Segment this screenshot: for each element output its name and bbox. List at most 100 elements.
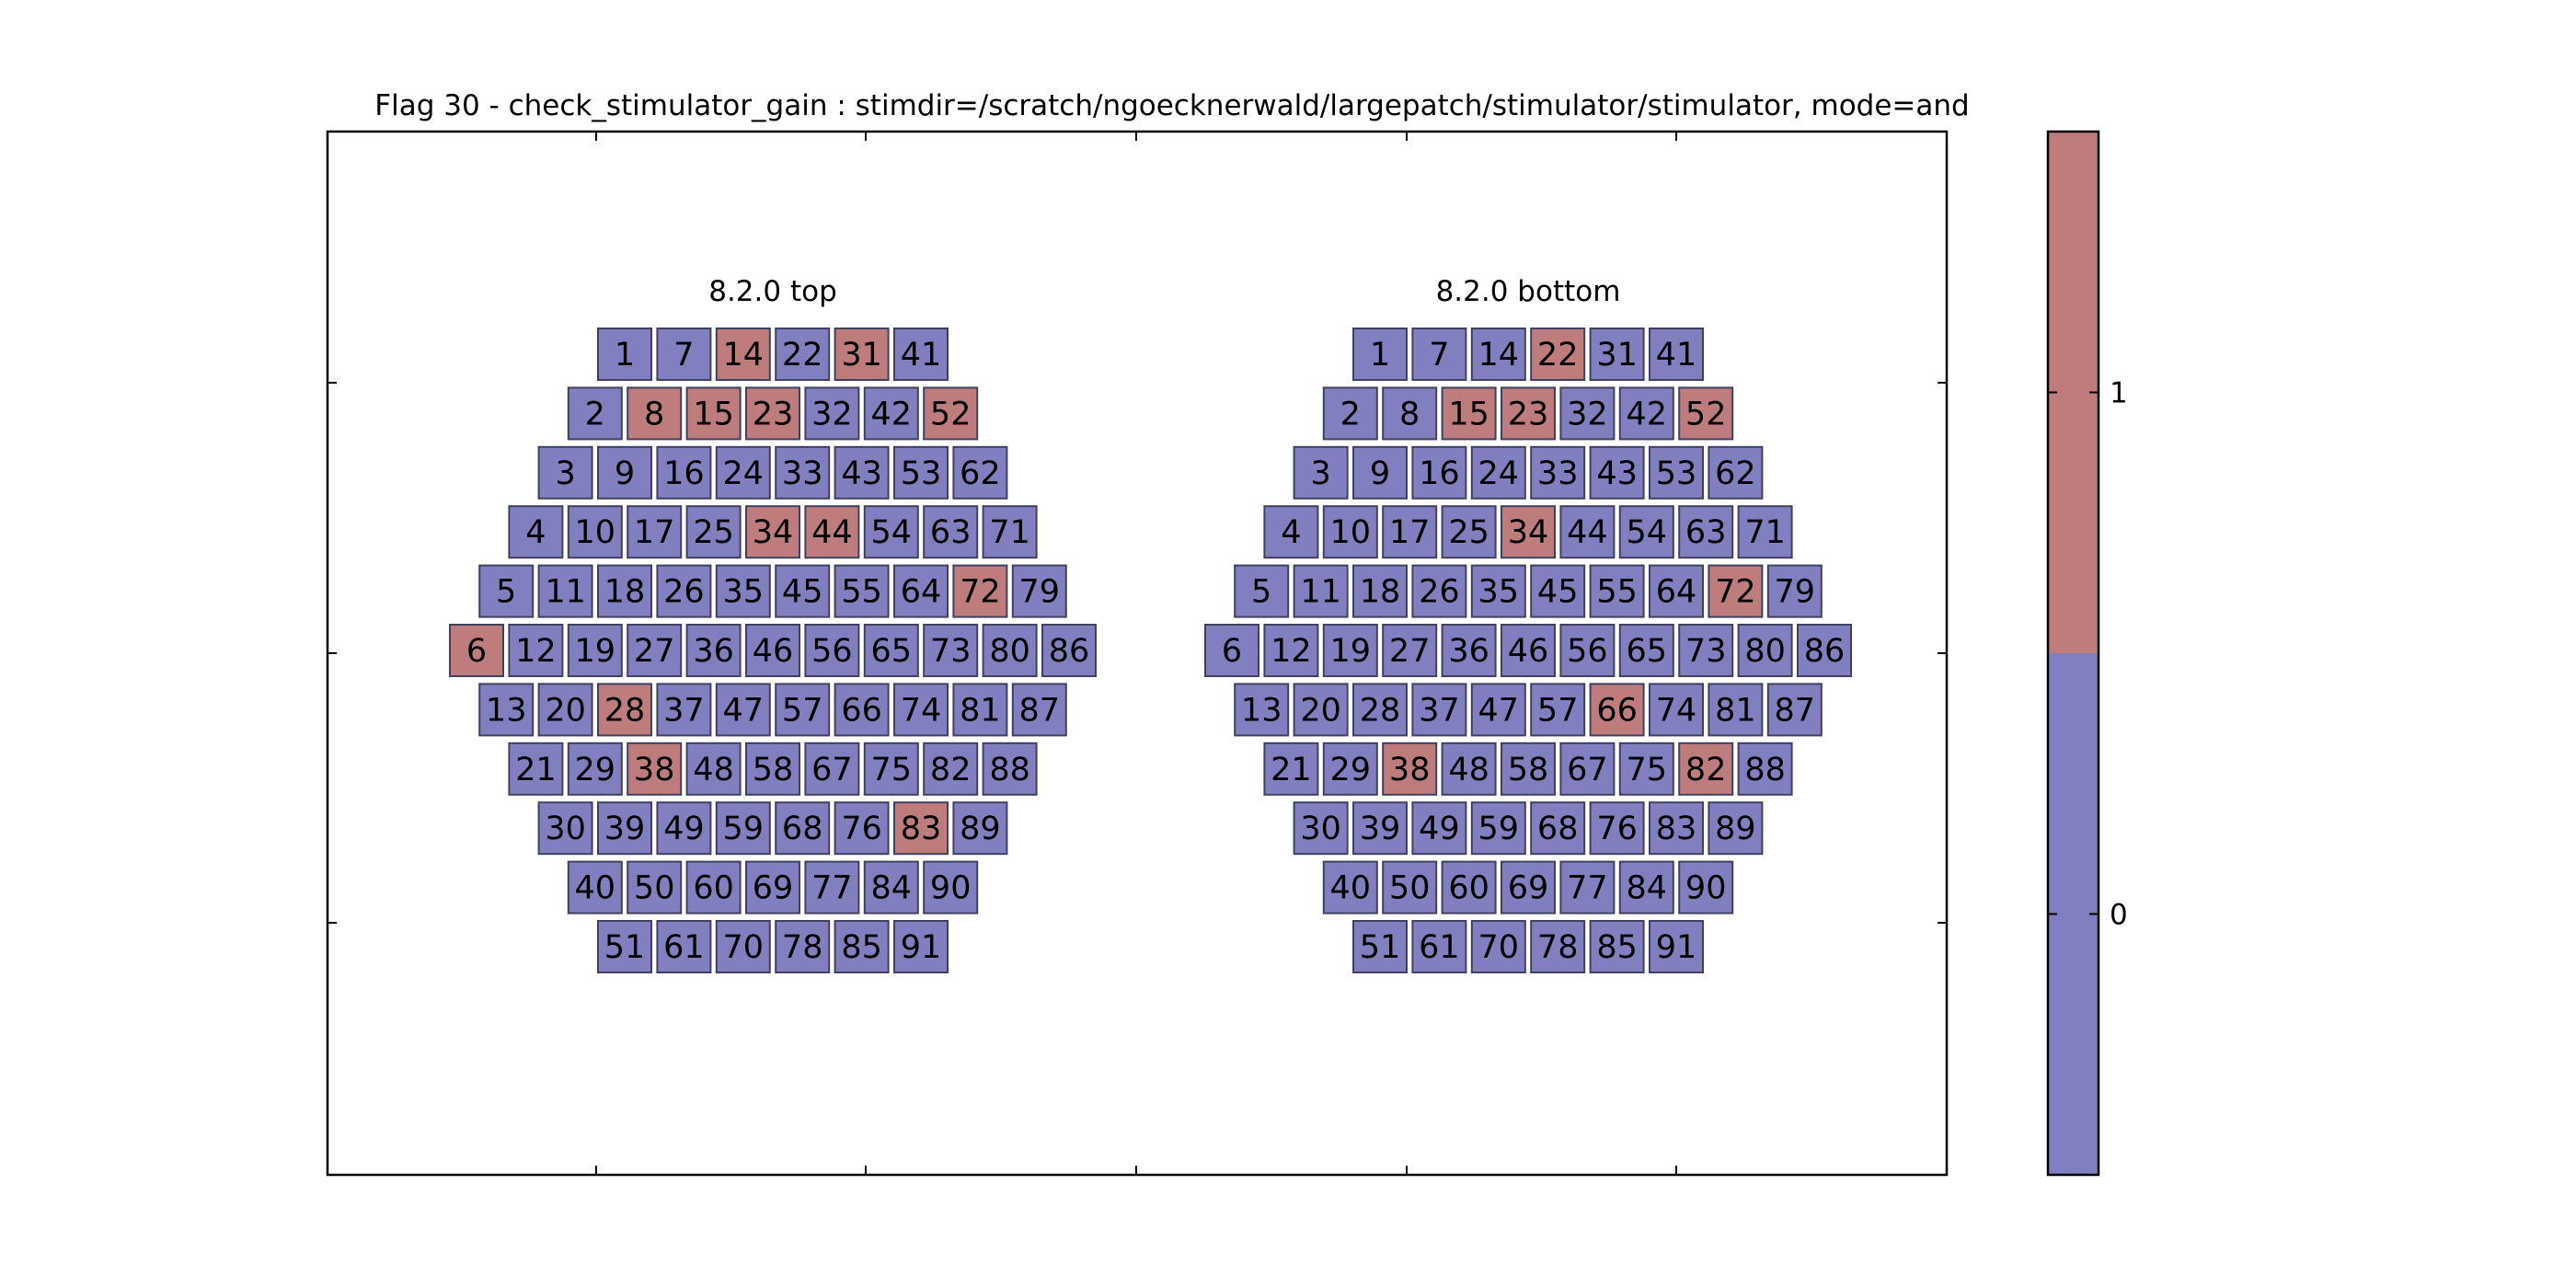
- pixel-label: 91: [1656, 929, 1697, 966]
- pixel-label: 20: [545, 692, 586, 729]
- pixel-cell: [715, 564, 771, 618]
- pixel-cell: [1293, 445, 1349, 500]
- pixel-label: 52: [930, 396, 972, 432]
- pixel-label: 6: [1222, 633, 1242, 670]
- pixel-label: 28: [604, 692, 646, 729]
- pixel-cell: [656, 445, 712, 500]
- pixel-label: 59: [723, 811, 765, 847]
- pixel-label: 33: [782, 455, 823, 492]
- pixel-cell: [597, 328, 652, 381]
- pixel-cell: [1411, 445, 1467, 500]
- pixel-cell: [1441, 505, 1497, 559]
- pixel-cell: [1589, 920, 1645, 973]
- pixel-cell: [1470, 920, 1526, 973]
- pixel-label: 25: [693, 514, 734, 551]
- pixel-cell: [804, 505, 860, 559]
- pixel-label: 71: [989, 514, 1030, 551]
- pixel-label: 40: [1330, 870, 1372, 907]
- pixel-label: 61: [1419, 929, 1460, 966]
- pixel-cell: [834, 328, 890, 381]
- frame-ticks: [328, 132, 1947, 1175]
- pixel-label: 83: [901, 811, 942, 847]
- pixel-cell: [1678, 386, 1734, 441]
- pixel-label: 21: [515, 752, 557, 788]
- pixel-label: 80: [1744, 633, 1786, 670]
- pixel-label: 14: [723, 337, 765, 374]
- pixel-label: 72: [960, 574, 1001, 611]
- pixel-label: 24: [723, 455, 765, 492]
- pixel-cell: [685, 860, 742, 914]
- pixel-label: 37: [663, 692, 705, 729]
- pixel-cell: [1441, 386, 1497, 441]
- pixel-cell: [775, 683, 831, 737]
- pixel-cell: [597, 445, 652, 500]
- pixel-label: 30: [1300, 811, 1341, 847]
- pixel-cell: [1263, 505, 1319, 559]
- pixel-cell: [1352, 445, 1408, 500]
- pixel-label: 30: [545, 811, 586, 847]
- pixel-cell: [567, 860, 623, 914]
- pixel-cell: [1501, 386, 1556, 441]
- pixel-cell: [567, 624, 623, 677]
- pixel-label: 51: [1360, 929, 1401, 966]
- pixel-cell: [834, 801, 890, 856]
- pixel-cell: [1501, 742, 1556, 796]
- pixel-cell: [1708, 801, 1764, 856]
- colorbar: 01: [2046, 130, 2128, 1177]
- pixel-label: 32: [1567, 396, 1608, 432]
- pixel-cell: [1470, 801, 1526, 856]
- pixel-cell: [1678, 742, 1734, 796]
- pixel-label: 81: [1715, 692, 1756, 729]
- pixel-label: 85: [1596, 929, 1638, 966]
- pixel-label: 66: [1596, 692, 1638, 729]
- pixel-label: 1: [1370, 337, 1390, 374]
- pixel-cell: [1322, 860, 1378, 914]
- pixel-cell: [863, 505, 919, 559]
- pixel-label: 66: [841, 692, 882, 729]
- pixel-cell: [1382, 860, 1438, 914]
- pixel-cell: [597, 920, 652, 973]
- pixel-label: 80: [989, 633, 1030, 670]
- pixel-cell: [1649, 920, 1704, 973]
- pixel-label: 62: [1715, 455, 1756, 492]
- pixel-label: 43: [841, 455, 882, 492]
- pixel-label: 60: [693, 870, 734, 907]
- pixel-cell: [1530, 920, 1586, 973]
- pixel-cell: [1589, 801, 1645, 856]
- colorbar-tick-label: 1: [2110, 377, 2128, 410]
- pixel-cell: [1352, 683, 1408, 737]
- pixel-cell: [1411, 801, 1467, 856]
- pixel-cell: [567, 505, 623, 559]
- pixel-cell: [1263, 624, 1319, 677]
- pixel-cell: [627, 860, 683, 914]
- pixel-cell: [804, 742, 860, 796]
- pixel-label: 23: [753, 396, 794, 432]
- pixel-label: 48: [693, 752, 734, 788]
- pixel-cell: [893, 801, 949, 856]
- pixel-label: 19: [575, 633, 616, 670]
- pixel-label: 41: [1656, 337, 1697, 374]
- pixel-cell: [775, 328, 831, 381]
- pixel-label: 57: [1537, 692, 1579, 729]
- pixel-cell: [923, 860, 979, 914]
- pixel-cell: [1382, 505, 1438, 559]
- pixel-label: 38: [1389, 752, 1431, 788]
- pixel-label: 83: [1656, 811, 1697, 847]
- pixel-label: 18: [1360, 574, 1401, 611]
- pixel-cell: [1766, 564, 1823, 618]
- pixel-cell: [804, 386, 860, 441]
- pixel-label: 35: [1478, 574, 1520, 611]
- pixel-label: 71: [1744, 514, 1786, 551]
- pixel-cell: [804, 860, 860, 914]
- pixel-cell: [1322, 742, 1378, 796]
- pixel-label: 75: [1627, 752, 1668, 788]
- pixel-cell: [982, 742, 1038, 796]
- pixel-cell: [952, 564, 1008, 618]
- pixel-cell: [1041, 624, 1097, 677]
- pixel-label: 3: [555, 455, 575, 492]
- pixel-label: 65: [871, 633, 913, 670]
- pixel-cell: [775, 801, 831, 856]
- pixel-cell: [1411, 683, 1467, 737]
- pixel-cell: [449, 624, 504, 677]
- pixel-label: 77: [811, 870, 853, 907]
